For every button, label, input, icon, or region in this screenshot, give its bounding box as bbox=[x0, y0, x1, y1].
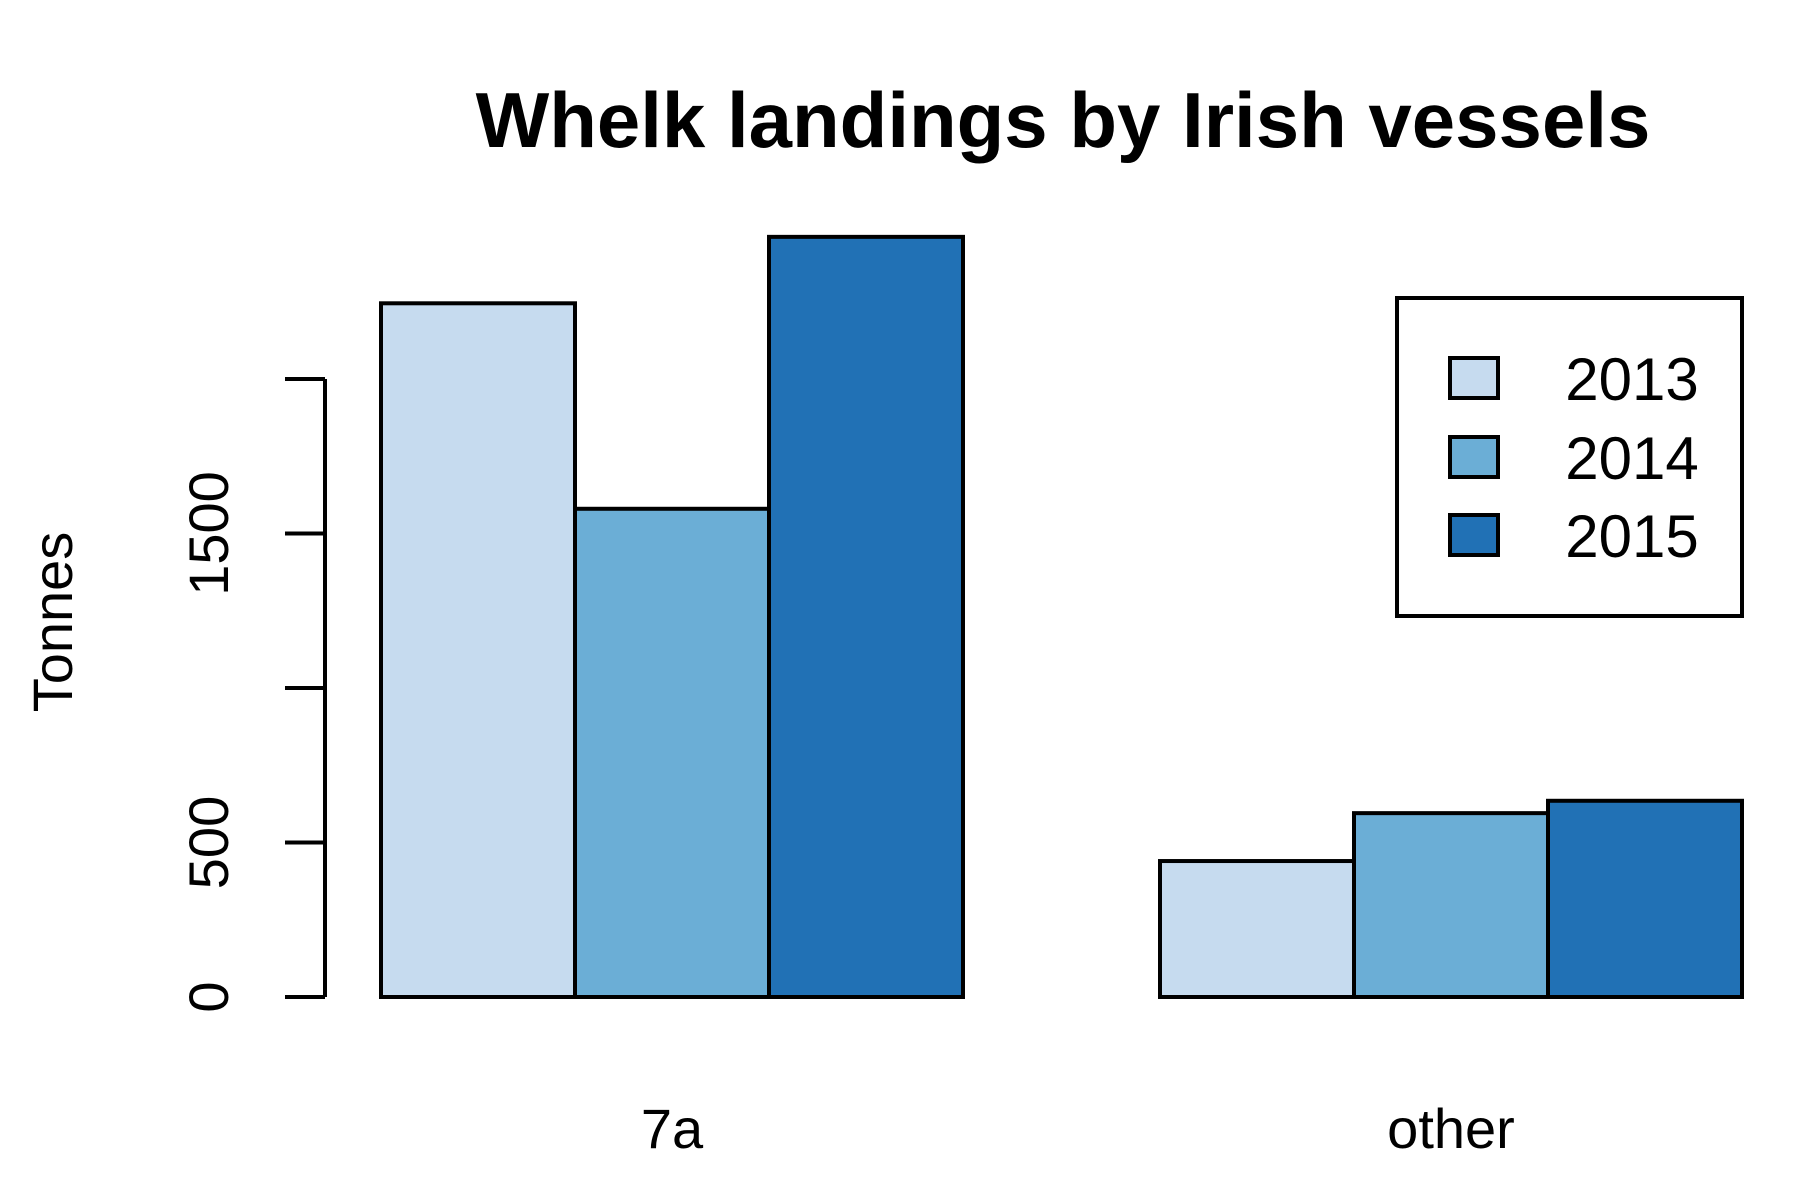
y-axis-label: Tonnes bbox=[21, 532, 84, 713]
y-tick-label: 500 bbox=[177, 796, 240, 889]
bar-other-2015 bbox=[1546, 798, 1744, 999]
y-tick-label: 0 bbox=[177, 981, 240, 1012]
bar-7a-2013 bbox=[379, 301, 577, 1000]
bar-groups bbox=[379, 234, 1744, 1000]
legend-swatch bbox=[1448, 356, 1500, 400]
legend-label: 2014 bbox=[1565, 425, 1698, 492]
chart-title: Whelk landings by Irish vessels bbox=[476, 76, 1651, 164]
bar-7a-2014 bbox=[573, 506, 771, 999]
y-axis: 0 500 1500 bbox=[177, 377, 327, 1013]
legend-swatch bbox=[1448, 513, 1500, 557]
bar-other-2014 bbox=[1352, 811, 1550, 1000]
x-tick-label: 7a bbox=[641, 1097, 704, 1160]
x-tick-label: other bbox=[1387, 1097, 1515, 1160]
legend-label: 2013 bbox=[1565, 346, 1698, 413]
bar-7a-2015 bbox=[767, 234, 965, 1000]
y-tick-label: 1500 bbox=[177, 471, 240, 596]
legend: 2013 2014 2015 bbox=[1395, 296, 1744, 618]
x-axis-labels: 7a other bbox=[641, 1097, 1515, 1160]
bar-other-2013 bbox=[1158, 859, 1356, 999]
legend-swatch bbox=[1448, 435, 1500, 479]
legend-label: 2015 bbox=[1565, 503, 1698, 570]
